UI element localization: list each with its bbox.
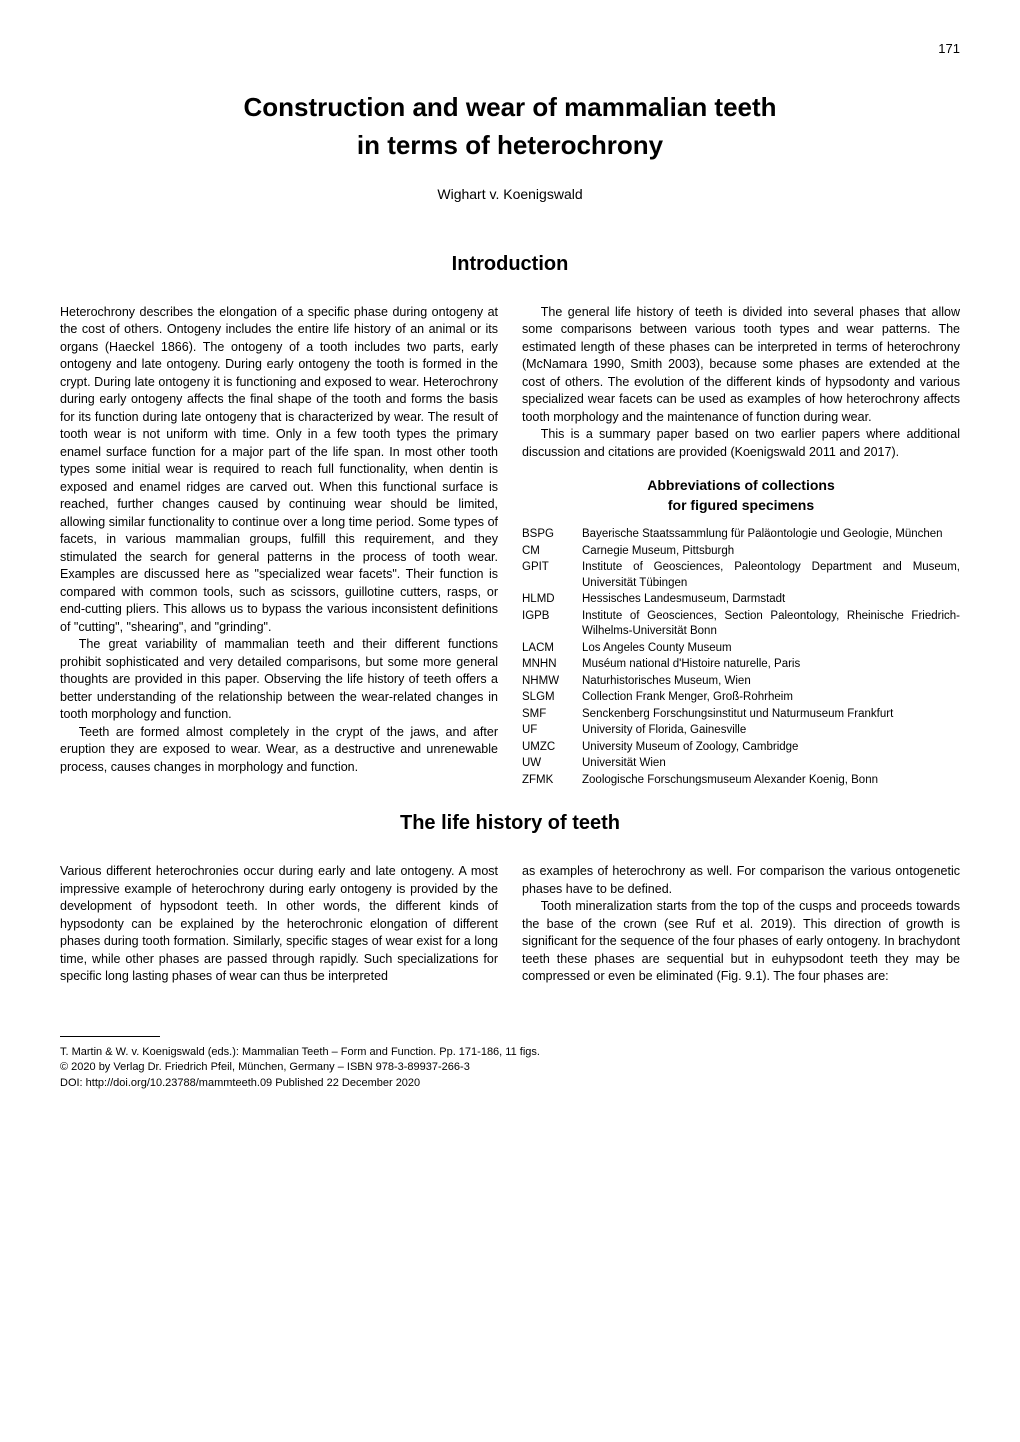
intro-right-p1: The general life history of teeth is div… — [522, 304, 960, 427]
footer-line1: T. Martin & W. v. Koenigswald (eds.): Ma… — [60, 1045, 960, 1060]
abbr-desc: Institute of Geosciences, Paleontology D… — [582, 560, 960, 591]
abbr-desc: Naturhistorisches Museum, Wien — [582, 674, 960, 690]
abbr-code: SLGM — [522, 690, 582, 706]
intro-right-p2: This is a summary paper based on two ear… — [522, 426, 960, 461]
abbr-heading-line1: Abbreviations of collections — [522, 476, 960, 496]
abbr-code: UF — [522, 723, 582, 739]
life-right-p2: Tooth mineralization starts from the top… — [522, 898, 960, 986]
intro-left-p2: The great variability of mammalian teeth… — [60, 636, 498, 724]
abbr-code: HLMD — [522, 592, 582, 608]
abbr-row: SLGM Collection Frank Menger, Groß-Rohrh… — [522, 690, 960, 706]
footer-citation: T. Martin & W. v. Koenigswald (eds.): Ma… — [60, 1036, 960, 1091]
abbr-desc: Senckenberg Forschungsinstitut und Natur… — [582, 707, 960, 723]
abbr-code: CM — [522, 544, 582, 560]
abbr-row: NHMW Naturhistorisches Museum, Wien — [522, 674, 960, 690]
life-left-p1: Various different heterochronies occur d… — [60, 863, 498, 986]
author-name: Wighart v. Koenigswald — [60, 184, 960, 204]
section-heading-life-history: The life history of teeth — [60, 809, 960, 838]
life-left-column: Various different heterochronies occur d… — [60, 863, 498, 986]
abbr-code: LACM — [522, 641, 582, 657]
abbr-code: UW — [522, 756, 582, 772]
main-title-line1: Construction and wear of mammalian teeth — [60, 89, 960, 127]
main-title-line2: in terms of heterochrony — [60, 127, 960, 165]
life-history-columns: Various different heterochronies occur d… — [60, 863, 960, 986]
abbr-desc: Institute of Geosciences, Section Paleon… — [582, 609, 960, 640]
abbr-code: UMZC — [522, 740, 582, 756]
abbr-row: UMZC University Museum of Zoology, Cambr… — [522, 740, 960, 756]
intro-left-p3: Teeth are formed almost completely in th… — [60, 724, 498, 777]
abbr-row: MNHN Muséum national d'Histoire naturell… — [522, 657, 960, 673]
abbr-code: GPIT — [522, 560, 582, 591]
abbr-row: BSPG Bayerische Staatssammlung für Paläo… — [522, 527, 960, 543]
page-number: 171 — [60, 40, 960, 59]
intro-columns: Heterochrony describes the elongation of… — [60, 304, 960, 790]
abbreviations-table: BSPG Bayerische Staatssammlung für Paläo… — [522, 527, 960, 788]
abbr-row: HLMD Hessisches Landesmuseum, Darmstadt — [522, 592, 960, 608]
abbr-row: LACM Los Angeles County Museum — [522, 641, 960, 657]
abbr-desc: Collection Frank Menger, Groß-Rohrheim — [582, 690, 960, 706]
abbr-row: GPIT Institute of Geosciences, Paleontol… — [522, 560, 960, 591]
abbr-desc: University of Florida, Gainesville — [582, 723, 960, 739]
intro-right-column: The general life history of teeth is div… — [522, 304, 960, 790]
intro-left-column: Heterochrony describes the elongation of… — [60, 304, 498, 790]
abbreviations-heading: Abbreviations of collections for figured… — [522, 476, 960, 515]
footer-line2: © 2020 by Verlag Dr. Friedrich Pfeil, Mü… — [60, 1060, 960, 1075]
abbr-row: SMF Senckenberg Forschungsinstitut und N… — [522, 707, 960, 723]
abbr-desc: Los Angeles County Museum — [582, 641, 960, 657]
abbr-row: ZFMK Zoologische Forschungsmuseum Alexan… — [522, 773, 960, 789]
abbr-desc: Bayerische Staatssammlung für Paläontolo… — [582, 527, 960, 543]
abbr-row: UF University of Florida, Gainesville — [522, 723, 960, 739]
abbr-row: UW Universität Wien — [522, 756, 960, 772]
abbr-desc: Muséum national d'Histoire naturelle, Pa… — [582, 657, 960, 673]
abbr-code: BSPG — [522, 527, 582, 543]
abbr-heading-line2: for figured specimens — [522, 496, 960, 516]
abbr-code: SMF — [522, 707, 582, 723]
abbr-code: ZFMK — [522, 773, 582, 789]
intro-left-p1: Heterochrony describes the elongation of… — [60, 304, 498, 637]
abbr-code: MNHN — [522, 657, 582, 673]
footer-divider — [60, 1036, 160, 1037]
abbr-desc: Carnegie Museum, Pittsburgh — [582, 544, 960, 560]
abbr-desc: Zoologische Forschungsmuseum Alexander K… — [582, 773, 960, 789]
life-right-p1: as examples of heterochrony as well. For… — [522, 863, 960, 898]
abbr-desc: Hessisches Landesmuseum, Darmstadt — [582, 592, 960, 608]
life-right-column: as examples of heterochrony as well. For… — [522, 863, 960, 986]
abbr-row: CM Carnegie Museum, Pittsburgh — [522, 544, 960, 560]
abbr-desc: Universität Wien — [582, 756, 960, 772]
footer-line3: DOI: http://doi.org/10.23788/mammteeth.0… — [60, 1076, 960, 1091]
abbr-row: IGPB Institute of Geosciences, Section P… — [522, 609, 960, 640]
abbr-code: NHMW — [522, 674, 582, 690]
section-heading-introduction: Introduction — [60, 250, 960, 279]
abbr-desc: University Museum of Zoology, Cambridge — [582, 740, 960, 756]
abbr-code: IGPB — [522, 609, 582, 640]
